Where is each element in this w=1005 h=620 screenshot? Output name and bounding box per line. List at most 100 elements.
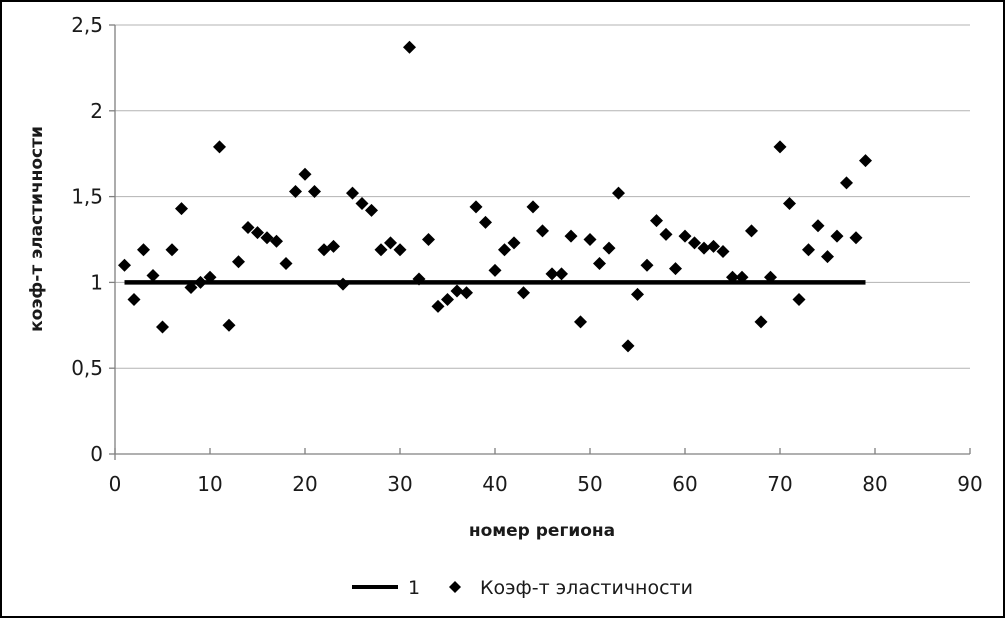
scatter-point (279, 257, 293, 271)
scatter-point (650, 214, 663, 228)
x-tick-label: 40 (482, 472, 507, 496)
scatter-point (298, 167, 312, 181)
scatter-point (308, 184, 321, 198)
y-axis-title: коэф-т эластичности (27, 126, 47, 332)
y-tick-labels: 0 0,5 1 1,5 2 2,5 (71, 13, 103, 466)
x-tick-label: 0 (109, 472, 122, 496)
y-tick-label: 2,5 (71, 13, 103, 37)
scatter-point (213, 140, 226, 154)
scatter-point (697, 241, 711, 255)
scatter-point (669, 262, 682, 276)
x-tick-label: 10 (197, 472, 222, 496)
scatter-point (859, 154, 872, 168)
scatter-point (203, 270, 217, 284)
scatter-point (735, 270, 749, 284)
scatter-point (327, 239, 340, 253)
scatter-point (745, 224, 758, 238)
scatter-point (450, 284, 464, 298)
scatter-point (251, 226, 264, 240)
scatter-point (707, 239, 720, 253)
scatter-point (488, 263, 502, 277)
legend-label-scatter: Коэф-т эластичности (480, 577, 693, 599)
scatter-point (802, 243, 815, 257)
scatter-point (127, 293, 141, 307)
scatter-point (849, 231, 863, 245)
scatter-point (545, 267, 559, 281)
scatter-point (783, 196, 796, 210)
scatter-point (222, 318, 236, 332)
y-tick-label: 0 (90, 442, 103, 466)
scatter-point (811, 219, 825, 233)
scatter-point (431, 299, 445, 313)
scatter-point (118, 258, 131, 272)
x-tick-label: 20 (292, 472, 317, 496)
scatter-point (688, 236, 701, 250)
scatter-point (469, 200, 483, 214)
scatter-point (621, 339, 635, 353)
legend-diamond-icon (449, 581, 461, 593)
scatter-point (564, 229, 578, 243)
scatter-point (194, 275, 207, 289)
scatter-point (365, 203, 378, 217)
x-tick-label: 70 (767, 472, 792, 496)
scatter-point (526, 200, 540, 214)
x-tick-label: 50 (577, 472, 602, 496)
scatter-point (574, 315, 587, 329)
scatter-point (773, 140, 787, 154)
x-tick-label: 90 (957, 472, 982, 496)
scatter-point (754, 315, 768, 329)
scatter-point (374, 243, 388, 257)
scatter-point (659, 227, 673, 241)
scatter-point (146, 269, 160, 283)
scatter-point (517, 286, 530, 300)
x-tick-labels: 0 10 20 30 40 50 60 70 80 90 (109, 472, 983, 496)
scatter-point (498, 243, 511, 257)
scatter-point (441, 293, 454, 307)
scatter-point (156, 320, 169, 334)
gridlines (115, 24, 970, 369)
y-tick-label: 0,5 (71, 356, 103, 380)
x-tick-label: 60 (672, 472, 697, 496)
y-tick-label: 2 (90, 99, 103, 123)
scatter-point (137, 243, 150, 257)
scatter-point (403, 40, 416, 54)
legend: 1 Коэф-т эластичности (352, 577, 693, 599)
scatter-point (792, 293, 806, 307)
scatter-point (678, 229, 692, 243)
scatter-point (289, 184, 302, 198)
scatter-point (346, 186, 359, 200)
scatter-point (241, 220, 255, 234)
scatter-point (716, 245, 730, 259)
axes (109, 24, 971, 460)
scatter-point (355, 196, 369, 210)
scatter-point (479, 215, 492, 229)
scatter-point (384, 236, 397, 250)
scatter-point (536, 224, 549, 238)
scatter-point (821, 250, 834, 264)
scatter-point (393, 243, 407, 257)
scatter-point (232, 255, 245, 269)
scatter-point (583, 233, 597, 246)
x-axis-title: номер региона (469, 521, 615, 541)
scatter-point (165, 243, 179, 257)
scatter-point (764, 270, 777, 284)
scatter-point (631, 287, 644, 301)
scatter-point (555, 267, 568, 281)
scatter-point (640, 258, 654, 272)
scatter-point (602, 241, 616, 255)
x-tick-label: 80 (862, 472, 887, 496)
scatter-point (830, 229, 844, 243)
scatter-point (270, 234, 283, 248)
scatter-point (726, 270, 739, 284)
scatter-point (840, 176, 853, 190)
scatter-point (184, 281, 198, 295)
y-tick-label: 1 (90, 270, 103, 294)
x-tick-label: 30 (387, 472, 412, 496)
series-layer (118, 40, 872, 353)
y-tick-label: 1,5 (71, 185, 103, 209)
scatter-point (593, 257, 606, 271)
legend-label-line: 1 (408, 577, 420, 599)
scatter-point (460, 286, 473, 300)
